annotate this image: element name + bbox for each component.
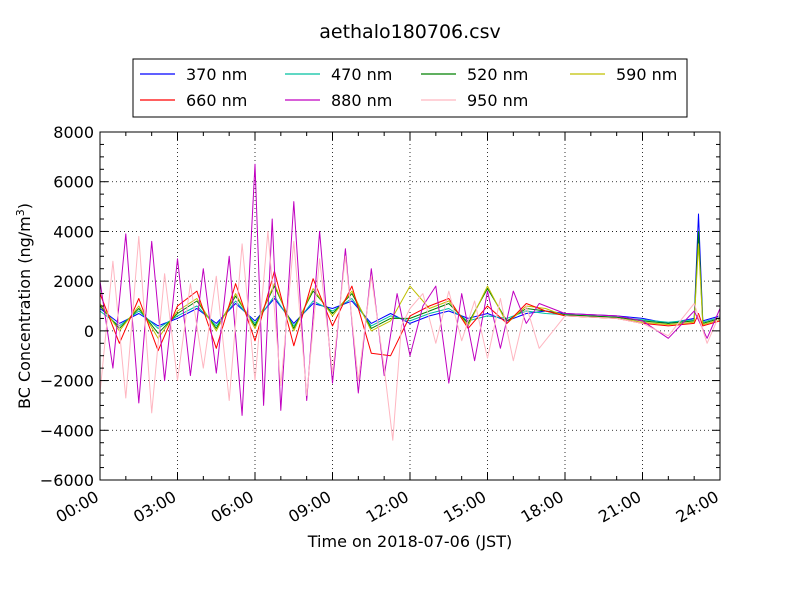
y-axis-label-tail: ) bbox=[15, 203, 34, 209]
series-line-5 bbox=[99, 163, 721, 416]
x-tick-label: 18:00 bbox=[518, 487, 567, 527]
plot-background bbox=[100, 132, 720, 480]
legend-label: 520 nm bbox=[467, 65, 528, 84]
y-tick-label: −2000 bbox=[40, 372, 94, 391]
y-tick-label: −4000 bbox=[40, 421, 94, 440]
x-tick-label: 06:00 bbox=[208, 487, 257, 527]
series-line-3 bbox=[99, 243, 721, 339]
legend-frame bbox=[132, 58, 688, 118]
grid-lines bbox=[100, 132, 720, 480]
legend-label: 370 nm bbox=[186, 65, 247, 84]
x-tick-label: 12:00 bbox=[363, 487, 412, 527]
legend-label: 880 nm bbox=[331, 91, 392, 110]
y-axis-label-superscript: 3 bbox=[14, 209, 27, 216]
plot-area bbox=[99, 131, 721, 481]
y-tick-label: 2000 bbox=[53, 272, 94, 291]
chart-title: aethalo180706.csv bbox=[319, 21, 501, 43]
y-tick-label: 0 bbox=[84, 322, 94, 341]
x-axis-label: Time on 2018-07-06 (JST) bbox=[307, 532, 512, 551]
x-axis-tick-labels: 00:00 03:00 06:00 09:00 12:00 15:00 18:00 21:00… bbox=[53, 487, 722, 527]
y-tick-label: 4000 bbox=[53, 222, 94, 241]
x-tick-label: 00:00 bbox=[53, 487, 102, 527]
x-tick-label: 21:00 bbox=[595, 487, 644, 527]
legend-label: 470 nm bbox=[331, 65, 392, 84]
y-axis-label: BC Concentration (ng/m3) bbox=[14, 203, 34, 409]
y-tick-label: −6000 bbox=[40, 471, 94, 490]
legend-label: 950 nm bbox=[467, 91, 528, 110]
x-tick-label: 15:00 bbox=[440, 487, 489, 527]
x-tick-label: 09:00 bbox=[285, 487, 334, 527]
y-tick-label: 6000 bbox=[53, 173, 94, 192]
y-axis-label-base: BC Concentration (ng/m bbox=[15, 216, 34, 409]
axis-ticks bbox=[99, 131, 721, 481]
legend: 370 nm 470 nm 520 nm 590 nm 660 nm 880 nm 950 … bbox=[132, 58, 688, 118]
x-tick-label: 03:00 bbox=[130, 487, 179, 527]
legend-label: 660 nm bbox=[186, 91, 247, 110]
y-axis-tick-labels: −6000 −4000 −2000 0 2000 4000 6000 8000 bbox=[40, 123, 94, 490]
x-tick-label: 24:00 bbox=[673, 487, 722, 527]
series-lines bbox=[99, 163, 721, 441]
series-line-6 bbox=[99, 230, 721, 441]
legend-label: 590 nm bbox=[616, 65, 677, 84]
y-tick-label: 8000 bbox=[53, 123, 94, 142]
